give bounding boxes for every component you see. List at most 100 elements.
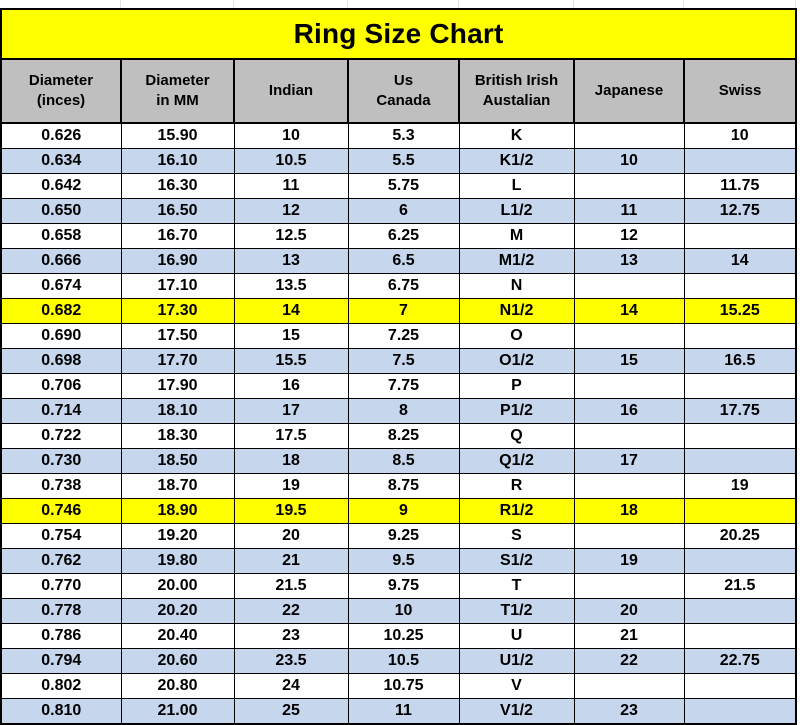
table-cell: 6.5 (347, 248, 460, 274)
table-cell: 19.20 (120, 523, 235, 549)
table-cell (573, 673, 685, 699)
table-cell: 0.714 (0, 398, 122, 424)
table-cell (683, 698, 797, 725)
table-cell: O (458, 323, 575, 349)
column-header-line1: Indian (268, 81, 314, 99)
table-cell (683, 548, 797, 574)
column-header-2: Indian (233, 58, 349, 124)
table-cell: 6.25 (347, 223, 460, 249)
table-cell: 18 (233, 448, 349, 474)
table-row: 0.658 16.70 12.5 6.25 M 12 (0, 223, 797, 249)
table-cell: T (458, 573, 575, 599)
table-row: 0.674 17.10 13.5 6.75 N (0, 273, 797, 299)
table-row: 0.634 16.10 10.5 5.5 K1/2 10 (0, 148, 797, 174)
sheet-gridline (795, 0, 796, 8)
table-cell: 15.25 (683, 298, 797, 324)
table-cell (573, 122, 685, 149)
table-cell: 13 (573, 248, 685, 274)
table-cell: 5.3 (347, 122, 460, 149)
table-cell: K (458, 122, 575, 149)
table-cell: 16.10 (120, 148, 235, 174)
table-cell: 15 (573, 348, 685, 374)
table-cell: V1/2 (458, 698, 575, 725)
table-cell: 15 (233, 323, 349, 349)
table-cell: 0.746 (0, 498, 122, 524)
table-cell: 17.30 (120, 298, 235, 324)
table-cell: 20.40 (120, 623, 235, 649)
table-cell: 0.666 (0, 248, 122, 274)
table-row: 0.626 15.90 10 5.3 K 10 (0, 122, 797, 149)
table-cell: S1/2 (458, 548, 575, 574)
table-cell: 0.658 (0, 223, 122, 249)
table-cell: 21.5 (683, 573, 797, 599)
column-header-3: Us Canada (347, 58, 460, 124)
column-header-line1: Us (393, 71, 414, 89)
table-cell: V (458, 673, 575, 699)
table-cell: 11 (233, 173, 349, 199)
table-cell: 0.690 (0, 323, 122, 349)
table-cell: 22 (233, 598, 349, 624)
sheet-gridline (458, 0, 459, 8)
table-cell: 8.25 (347, 423, 460, 449)
column-header-4: British Irish Austalian (458, 58, 575, 124)
table-cell: 17.75 (683, 398, 797, 424)
table-cell: 0.682 (0, 298, 122, 324)
table-cell (683, 323, 797, 349)
table-cell: 11 (347, 698, 460, 725)
table-cell (573, 373, 685, 399)
table-cell: 0.634 (0, 148, 122, 174)
table-cell: 20.60 (120, 648, 235, 674)
table-cell: 20.00 (120, 573, 235, 599)
table-cell: 0.794 (0, 648, 122, 674)
table-cell: 18 (573, 498, 685, 524)
table-cell: 14 (233, 298, 349, 324)
table-cell: 16.5 (683, 348, 797, 374)
table-row: 0.802 20.80 24 10.75 V (0, 673, 797, 699)
table-cell: P (458, 373, 575, 399)
table-cell: 5.5 (347, 148, 460, 174)
table-cell: O1/2 (458, 348, 575, 374)
column-header-1: Diameter in MM (120, 58, 235, 124)
table-cell: 23.5 (233, 648, 349, 674)
table-cell: 8 (347, 398, 460, 424)
table-cell: N (458, 273, 575, 299)
table-row: 0.666 16.90 13 6.5 M1/2 13 14 (0, 248, 797, 274)
table-cell: 5.75 (347, 173, 460, 199)
table-cell: N1/2 (458, 298, 575, 324)
table-cell: 8.5 (347, 448, 460, 474)
column-header-line2: Canada (376, 92, 431, 109)
table-cell (573, 473, 685, 499)
table-cell (683, 623, 797, 649)
table-cell: 10 (233, 122, 349, 149)
table-cell: Q1/2 (458, 448, 575, 474)
table-cell: 10.75 (347, 673, 460, 699)
column-header-line2: Austalian (482, 92, 551, 109)
column-header-5: Japanese (573, 58, 685, 124)
table-cell: 10.5 (233, 148, 349, 174)
table-row: 0.770 20.00 21.5 9.75 T 21.5 (0, 573, 797, 599)
table-row: 0.794 20.60 23.5 10.5 U1/2 22 22.75 (0, 648, 797, 674)
table-cell: 21 (233, 548, 349, 574)
table-cell: 7 (347, 298, 460, 324)
column-header-line1: Diameter (28, 71, 94, 89)
table-row: 0.786 20.40 23 10.25 U 21 (0, 623, 797, 649)
table-cell: P1/2 (458, 398, 575, 424)
table-cell: 20 (573, 598, 685, 624)
table-cell: 0.802 (0, 673, 122, 699)
table-cell: 16.70 (120, 223, 235, 249)
table-cell: 11 (573, 198, 685, 224)
table-cell: 16.90 (120, 248, 235, 274)
table-row: 0.714 18.10 17 8 P1/2 16 17.75 (0, 398, 797, 424)
sheet-gridline (573, 0, 574, 8)
table-cell: R (458, 473, 575, 499)
table-cell: 7.5 (347, 348, 460, 374)
table-cell: 17.50 (120, 323, 235, 349)
table-cell: 0.706 (0, 373, 122, 399)
sheet-gridline (233, 0, 234, 8)
table-row: 0.778 20.20 22 10 T1/2 20 (0, 598, 797, 624)
table-cell: 0.642 (0, 173, 122, 199)
table-row: 0.746 18.90 19.5 9 R1/2 18 (0, 498, 797, 524)
table-cell: 9 (347, 498, 460, 524)
table-cell: 16 (233, 373, 349, 399)
page-title: Ring Size Chart (0, 8, 798, 60)
